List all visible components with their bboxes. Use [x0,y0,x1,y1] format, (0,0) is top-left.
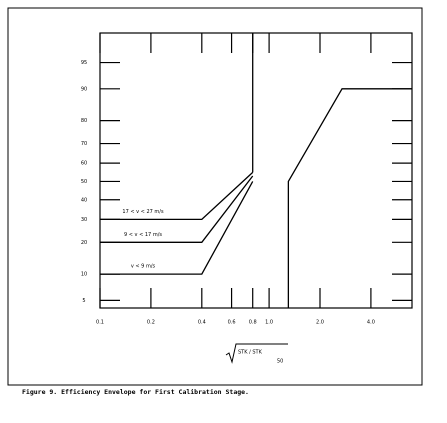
envelope-line [287,88,412,308]
line-label: 17 < v < 27 m/s [122,209,164,215]
x-tick-label: 4.0 [367,320,375,326]
y-tick-label: 20 [81,240,87,246]
envelope-line [100,175,254,243]
y-tick-label: 95 [81,60,87,66]
x-tick-label: 0.6 [228,320,236,326]
y-tick-label: 90 [81,86,87,92]
x-tick-label: 0.8 [249,320,257,326]
envelope-line [100,171,254,221]
x-axis-label-sub: 50 [277,359,283,365]
y-tick-label: 10 [81,272,87,278]
y-tick-label: 60 [81,161,87,167]
frame [7,7,423,386]
y-tick-label: 30 [81,217,87,223]
line-label: 9 < v < 17 m/s [124,232,162,238]
envelope-line [100,181,254,275]
caption: Figure 9. Efficiency Envelope for First … [22,388,249,396]
y-tick-label: 5 [82,298,85,304]
x-tick-label: 0.2 [147,320,155,326]
y-tick-label: 70 [81,141,87,147]
x-tick-label: 2.0 [316,320,324,326]
y-tick-label: 40 [81,197,87,203]
x-tick-label: 0.1 [96,320,104,326]
sqrt-sign [225,343,288,364]
x-tick-label: 1.0 [265,320,273,326]
y-tick-label: 50 [81,179,87,185]
line-label: v < 9 m/s [131,264,156,270]
x-axis-label: STK / STK [238,350,263,356]
plot-area [99,32,413,309]
y-tick-label: 80 [81,118,87,124]
x-tick-label: 0.4 [198,320,206,326]
